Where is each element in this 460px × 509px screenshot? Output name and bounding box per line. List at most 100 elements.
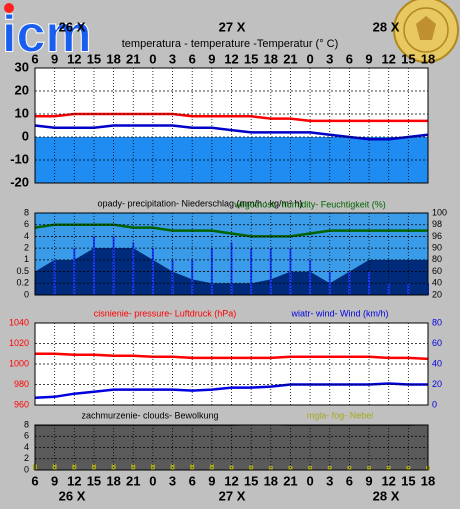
y-tick-label: 10 [15,105,29,120]
x-tick-label: 9 [51,51,58,66]
chart-title: temperatura - temperature -Temperatur (°… [122,38,339,50]
y-tick-label: 6 [24,431,29,441]
date: 28 X [373,488,400,503]
y-tick-label: 1020 [9,338,29,348]
legend-entry: wiatr- wind- Wind (km/h) [290,308,388,318]
x-tick-label: 3 [169,473,176,488]
date: 27 X [219,19,246,34]
date: 26 X [59,19,86,34]
legend-entry: mgla- fog- Nebel [307,410,374,420]
x-tick-label: 15 [401,51,415,66]
plot-frame [34,212,429,296]
date: 27 X [219,488,246,503]
x-tick-label: 6 [31,473,38,488]
y-tick-label: 4 [24,442,29,452]
y2-tick-label: 80 [432,317,442,327]
x-tick-label: 6 [31,51,38,66]
x-tick-label: 3 [326,473,333,488]
x-tick-label: 3 [169,51,176,66]
date: 28 X [373,19,400,34]
x-tick-label: 0 [149,473,156,488]
y-tick-label: 8 [24,207,29,217]
y-tick-label: 980 [14,379,29,389]
y2-tick-label: 20 [432,289,442,299]
y-tick-label: 0 [24,289,29,299]
y2-tick-label: 98 [432,219,442,229]
x-tick-label: 18 [264,51,278,66]
logo: icm [2,6,92,64]
legend-entry: cisnienie- pressure- Luftdruck (hPa) [94,308,237,318]
y2-tick-label: 96 [432,231,442,241]
y2-tick-label: 60 [432,338,442,348]
line [34,124,429,141]
x-tick-label: 12 [224,51,238,66]
chart-title: opady- precipitation- Niederschlag (mm/h… [97,198,302,208]
y2-tick-label: 100 [432,207,447,217]
legend-entry: wilgotnosc- humidity- Feuchtigkeit (%) [233,199,386,209]
x-tick-label: 18 [106,51,120,66]
y-tick-label: 960 [14,399,29,409]
x-tick-label: 9 [365,473,372,488]
x-tick-label: 12 [381,51,395,66]
y-tick-label: 20 [15,82,29,97]
y-tick-label: 1 [24,254,29,264]
y-tick-label: 30 [15,59,29,74]
x-tick-label: 6 [189,473,196,488]
y-tick-label: 0.5 [16,266,29,276]
plot-frame [34,67,429,184]
y-tick-label: -20 [10,174,29,189]
x-tick-label: 15 [401,473,415,488]
x-tick-label: 12 [67,473,81,488]
y-tick-label: 6 [24,219,29,229]
y-tick-label: 1000 [9,358,29,368]
y2-tick-label: 60 [432,266,442,276]
x-tick-label: 12 [224,473,238,488]
x-tick-label: 21 [126,473,140,488]
y2-tick-label: 40 [432,278,442,288]
y2-tick-label: 80 [432,254,442,264]
x-tick-label: 15 [244,473,258,488]
x-tick-label: 9 [208,51,215,66]
y-tick-label: 2 [24,453,29,463]
y2-tick-label: 20 [432,379,442,389]
y2-tick-label: 90 [432,243,442,253]
x-tick-label: 0 [306,51,313,66]
line [34,382,428,400]
plot-frame [34,322,429,406]
plot-frame [34,424,429,471]
y2-tick-label: 40 [432,358,442,368]
x-tick-label: 6 [346,51,353,66]
x-tick-label: 12 [381,473,395,488]
x-tick-label: 3 [326,51,333,66]
x-tick-label: 21 [126,51,140,66]
x-tick-label: 12 [67,51,81,66]
x-tick-label: 0 [149,51,156,66]
x-tick-label: 18 [106,473,120,488]
x-tick-label: 18 [421,51,435,66]
date: 26 X [59,488,86,503]
y2-tick-label: 0 [432,399,437,409]
x-tick-label: 15 [87,473,101,488]
logo-dot [4,3,14,13]
x-tick-label: 21 [283,51,297,66]
x-tick-label: 6 [189,51,196,66]
x-tick-label: 9 [365,51,372,66]
x-tick-label: 9 [208,473,215,488]
y-tick-label: 2 [24,243,29,253]
y-tick-label: -10 [10,151,29,166]
x-tick-label: 0 [306,473,313,488]
seal [393,0,459,63]
x-tick-label: 18 [421,473,435,488]
y-tick-label: 1040 [9,317,29,327]
x-tick-label: 15 [87,51,101,66]
x-tick-label: 21 [283,473,297,488]
x-tick-label: 6 [346,473,353,488]
y-tick-label: 0.2 [16,278,29,288]
x-tick-label: 9 [51,473,58,488]
y-tick-label: 0 [22,128,29,143]
y-tick-label: 4 [24,231,29,241]
x-tick-label: 15 [244,51,258,66]
chart-title: zachmurzenie- clouds- Bewolkung [81,410,218,420]
line [35,352,429,361]
